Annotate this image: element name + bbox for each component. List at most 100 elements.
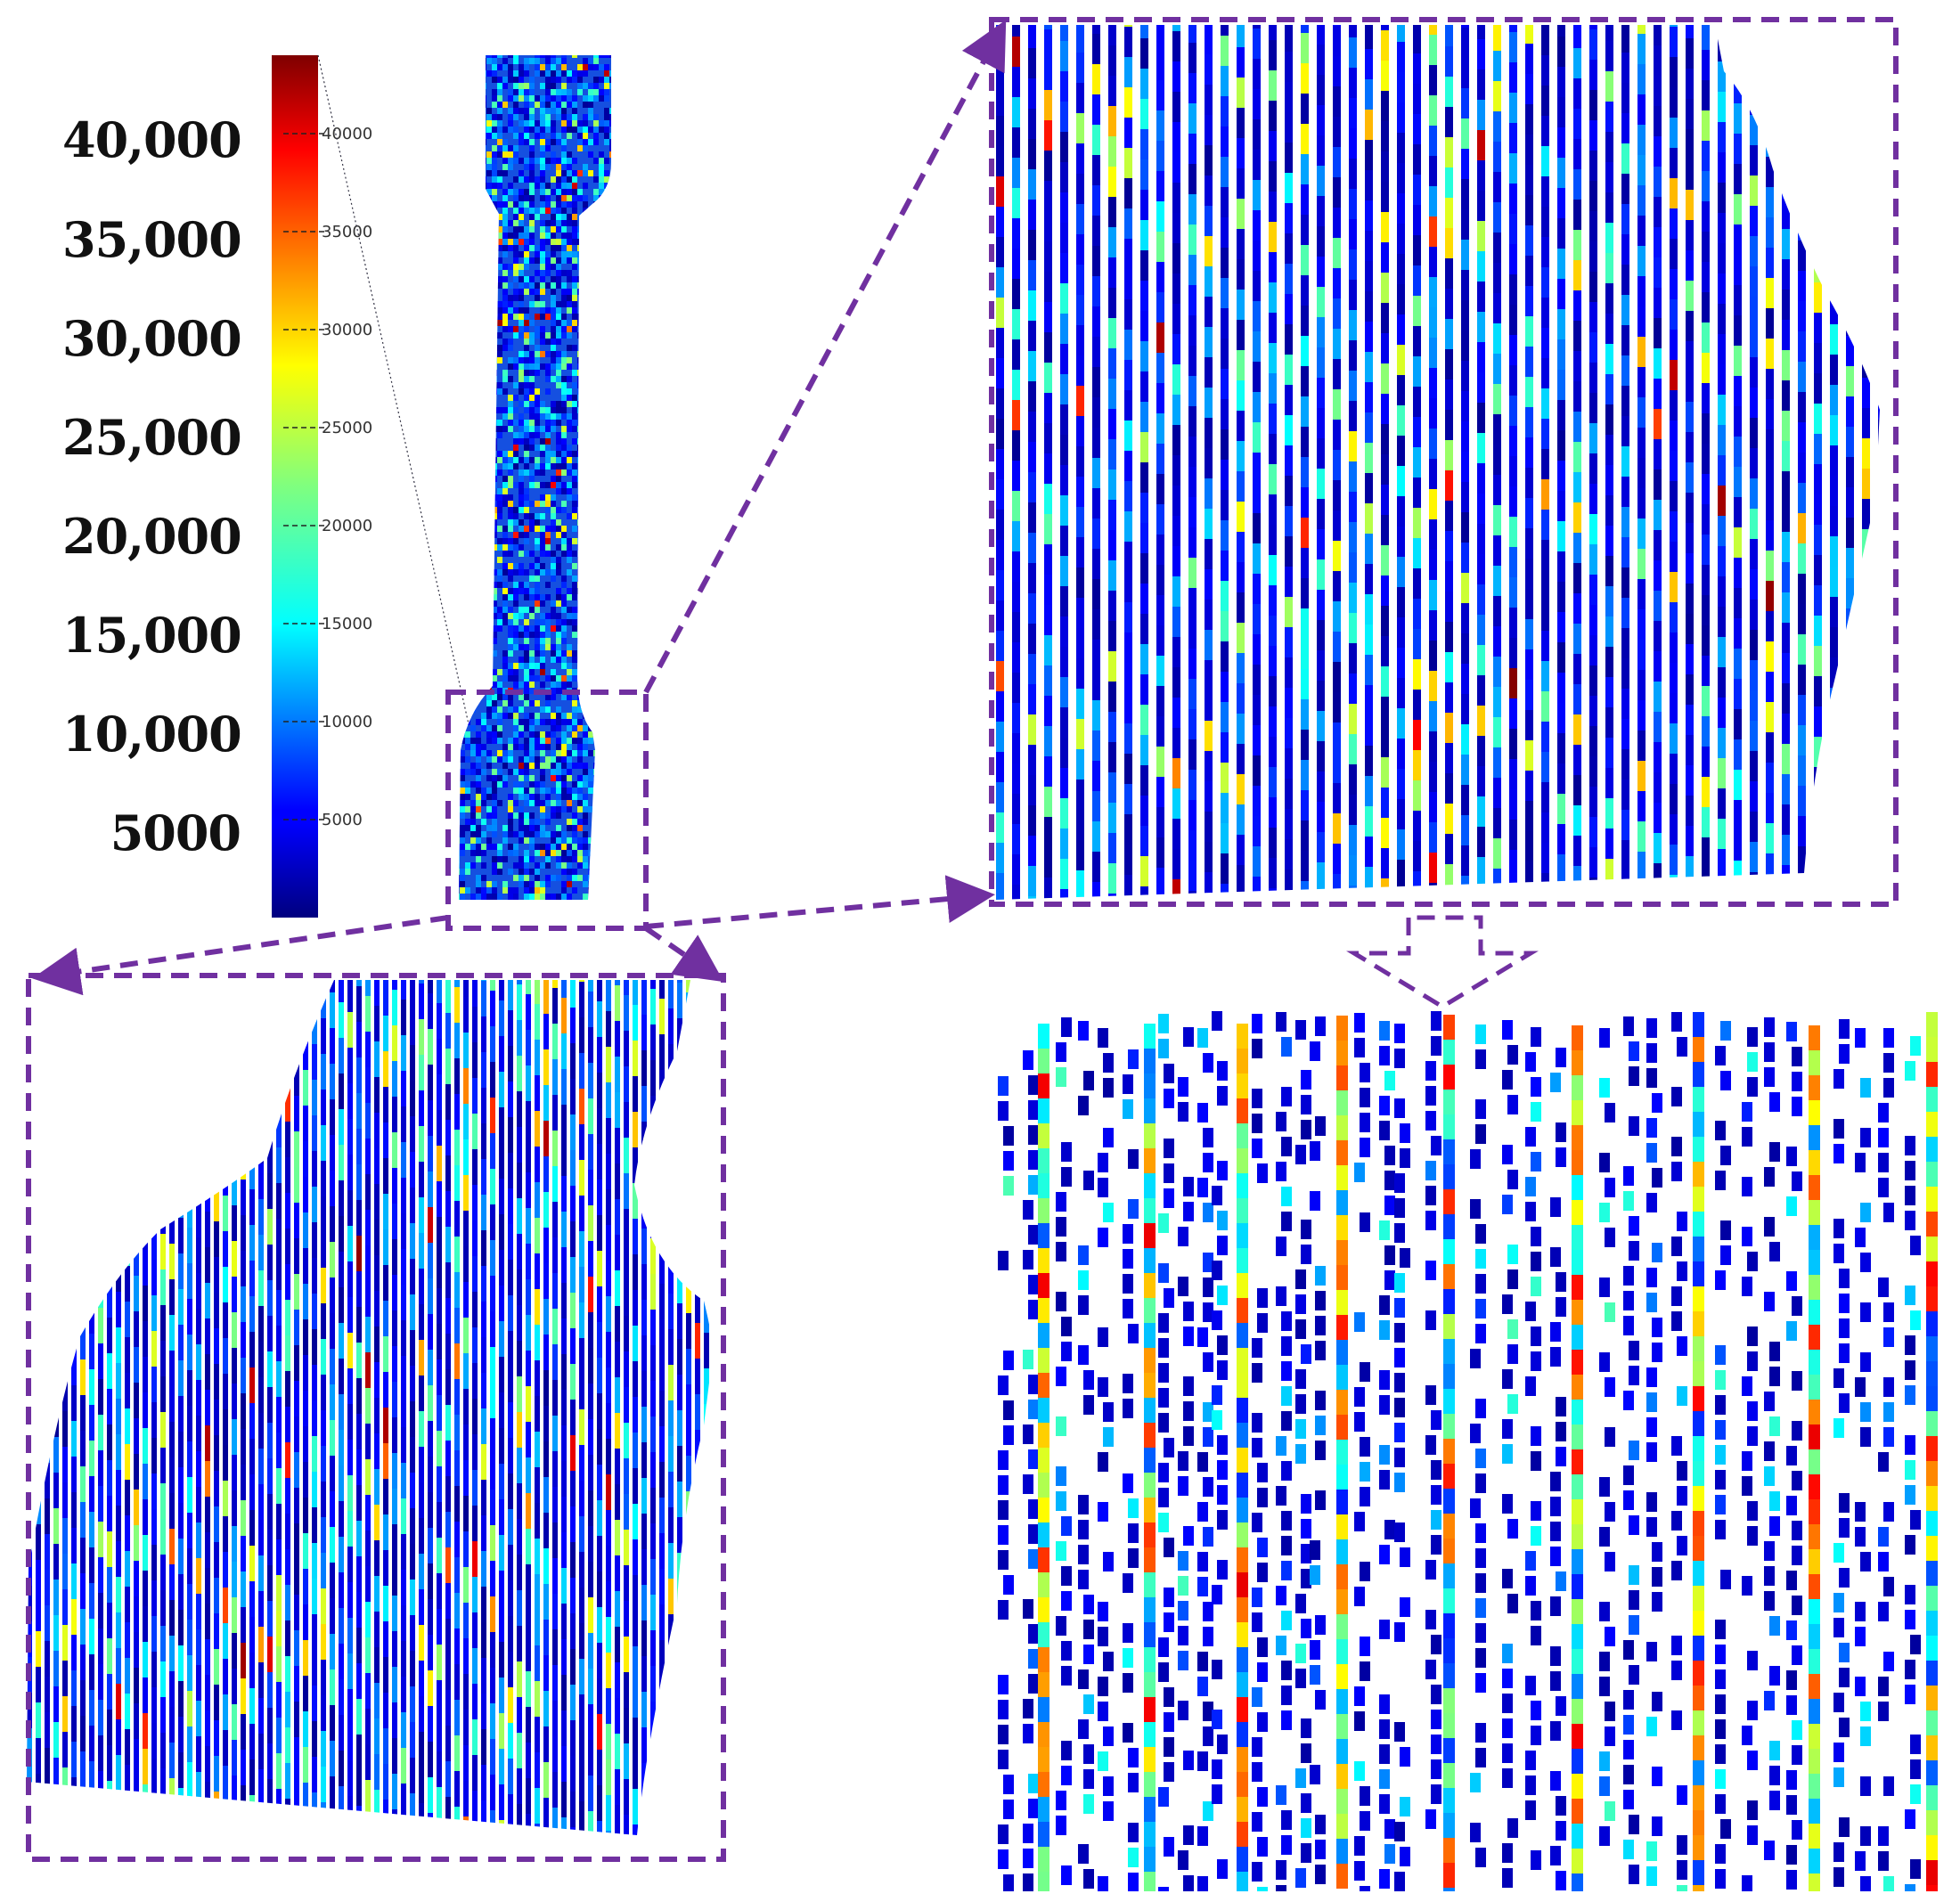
neck-stripe-segment <box>526 1743 531 1778</box>
specimen-cell <box>465 806 470 812</box>
specimen-cell <box>524 763 529 769</box>
specimen-cell <box>524 638 529 644</box>
neck-stripe-segment <box>472 1220 478 1256</box>
specimen-cell <box>593 488 599 494</box>
neck-stripe-segment <box>410 1686 415 1722</box>
neck-stripe-segment <box>62 1019 68 1055</box>
neck-stripe-segment <box>205 1532 210 1568</box>
specimen-cell <box>460 320 465 326</box>
neck-stripe-segment <box>214 1471 219 1506</box>
neck-stripe-segment <box>472 1577 478 1612</box>
specimen-cell <box>524 420 529 426</box>
specimen-cell <box>609 825 611 831</box>
specimen-cell <box>535 600 540 607</box>
specimen-cell <box>583 738 588 744</box>
specimen-cell <box>540 183 545 189</box>
specimen-cell <box>540 844 545 850</box>
specimen-cell <box>519 83 524 89</box>
specimen-cell <box>593 837 599 844</box>
neck-stripe-segment <box>668 1151 674 1187</box>
specimen-cell <box>524 688 529 694</box>
neck-stripe-segment <box>561 1105 567 1140</box>
neck-stripe-segment <box>249 1510 255 1546</box>
specimen-cell <box>545 788 551 794</box>
neck-stripe-segment <box>187 1370 192 1406</box>
neck-stripe-segment <box>463 1211 469 1246</box>
specimen-cell <box>583 657 588 663</box>
neck-stripe-segment <box>241 1607 246 1643</box>
neck-stripe-segment <box>312 1400 317 1436</box>
specimen-cell <box>513 781 519 788</box>
specimen-cell <box>513 887 519 894</box>
specimen-cell <box>476 413 481 420</box>
specimen-cell <box>529 650 535 657</box>
neck-stripe-segment <box>223 1694 228 1730</box>
neck-stripe-segment <box>445 1120 451 1155</box>
specimen-cell <box>470 819 476 825</box>
neck-stripe-segment <box>232 1775 237 1811</box>
neck-stripe-segment <box>401 1320 406 1356</box>
specimen-cell <box>459 644 460 650</box>
specimen-cell <box>508 357 513 363</box>
neck-stripe-segment <box>517 1341 522 1376</box>
specimen-cell <box>535 638 540 644</box>
specimen-cell <box>540 769 545 775</box>
neck-stripe-segment <box>178 1004 184 1040</box>
specimen-cell <box>615 582 620 588</box>
neck-stripe-segment <box>517 1269 522 1305</box>
specimen-cell <box>513 738 519 744</box>
specimen-cell <box>583 102 588 108</box>
neck-stripe-segment <box>374 1220 380 1255</box>
specimen-cell <box>588 725 593 731</box>
neck-stripe-segment <box>526 994 531 1030</box>
specimen-cell <box>535 413 540 420</box>
specimen-cell <box>460 812 465 819</box>
specimen-cell <box>476 600 481 607</box>
specimen-cell <box>492 569 497 575</box>
specimen-cell <box>535 55 540 58</box>
neck-stripe-segment <box>410 1045 415 1081</box>
specimen-cell <box>486 544 492 551</box>
specimen-cell <box>583 544 588 551</box>
neck-stripe-segment <box>588 1098 593 1134</box>
specimen-cell <box>470 77 476 83</box>
neck-stripe-segment <box>80 1609 86 1645</box>
neck-stripe-segment <box>365 1531 371 1566</box>
neck-stripe-segment <box>258 1520 264 1555</box>
specimen-cell <box>497 226 502 233</box>
specimen-cell <box>524 625 529 632</box>
specimen-cell <box>545 794 551 800</box>
specimen-cell <box>615 70 620 77</box>
specimen-cell <box>529 738 535 744</box>
neck-stripe-segment <box>321 1482 326 1517</box>
specimen-cell <box>572 669 577 675</box>
neck-stripe-segment <box>36 1631 41 1667</box>
specimen-cell <box>561 58 567 64</box>
neck-stripe-segment <box>294 1523 299 1559</box>
specimen-cell <box>508 619 513 625</box>
neck-stripe-segment <box>276 1468 282 1504</box>
neck-stripe-segment <box>383 1158 388 1194</box>
neck-stripe-segment <box>223 1409 228 1445</box>
specimen-cell <box>572 451 577 457</box>
specimen-cell <box>513 669 519 675</box>
specimen-cell <box>556 756 561 763</box>
neck-stripe-segment <box>677 1802 682 1835</box>
neck-stripe-segment <box>294 1096 299 1131</box>
neck-stripe-segment <box>686 1776 691 1812</box>
neck-stripe-segment <box>579 1766 584 1801</box>
specimen-cell <box>519 195 524 201</box>
specimen-cell <box>609 650 611 657</box>
neck-stripe-segment <box>89 1191 94 1227</box>
specimen-cell <box>604 900 609 906</box>
specimen-cell <box>615 270 620 276</box>
neck-stripe-segment <box>321 1018 326 1054</box>
specimen-cell <box>604 856 609 862</box>
specimen-cell <box>470 451 476 457</box>
neck-stripe-segment <box>454 980 460 987</box>
neck-stripe-segment <box>151 1687 157 1723</box>
specimen-cell <box>465 825 470 831</box>
specimen-cell <box>583 594 588 600</box>
specimen-cell <box>561 619 567 625</box>
neck-stripe-segment <box>241 1001 246 1037</box>
